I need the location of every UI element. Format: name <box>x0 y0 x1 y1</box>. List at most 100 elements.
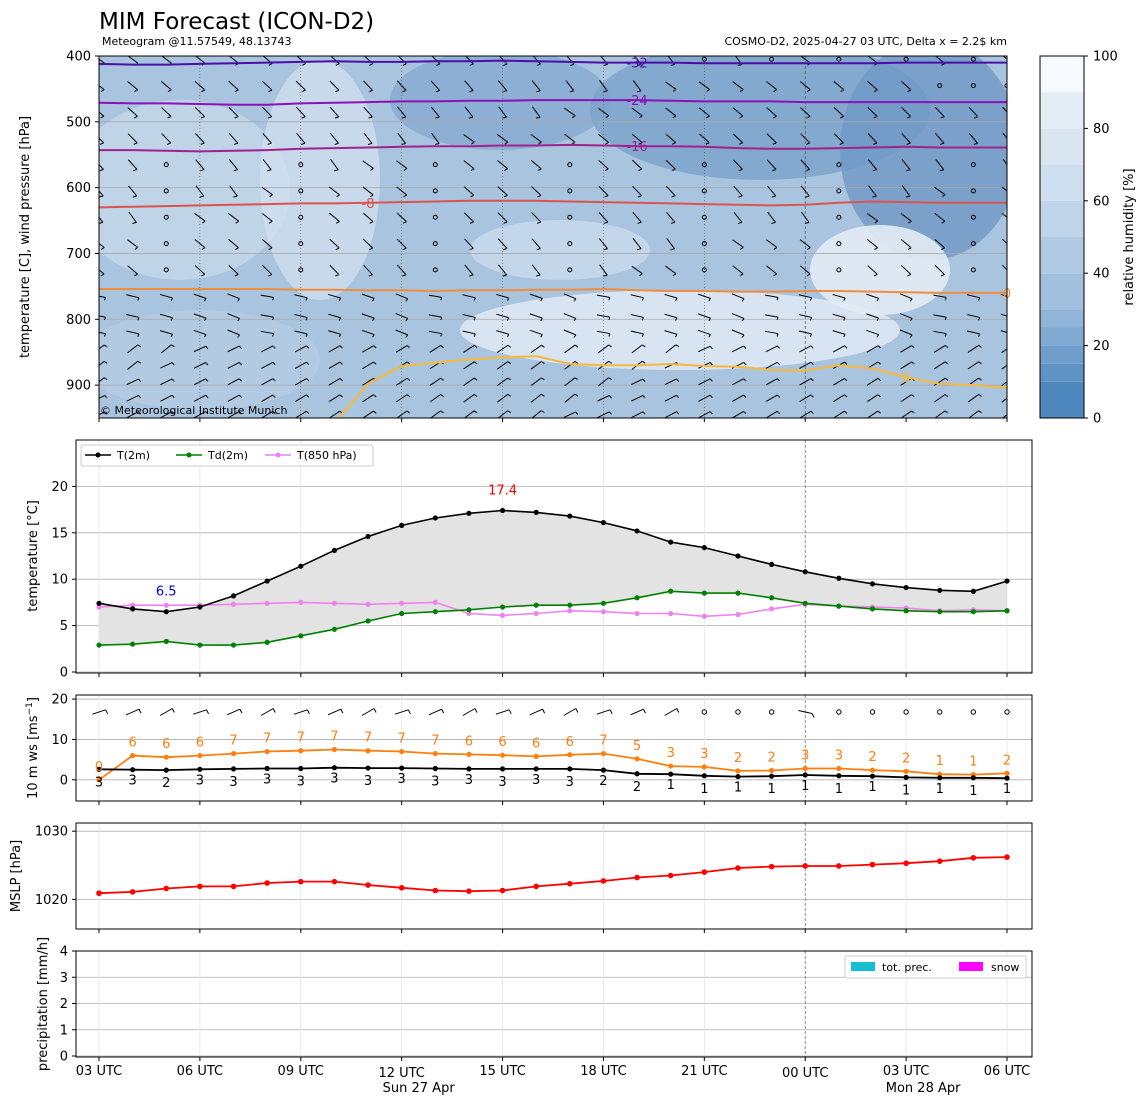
t850-point <box>163 602 169 608</box>
wind-barb-flag <box>203 317 207 322</box>
wind-barb-flag <box>978 410 982 414</box>
calm-10m-wind-marker <box>768 709 775 715</box>
wind-barb-flag <box>104 316 106 321</box>
wind-speed-point <box>668 771 674 777</box>
wind-barb <box>631 133 643 143</box>
isotherm-line <box>99 199 1007 209</box>
wind-barb <box>99 395 106 399</box>
calm-wind-marker <box>701 162 707 168</box>
t2m-point <box>230 593 237 599</box>
wind-barb <box>228 80 239 91</box>
wind-barb <box>665 159 676 170</box>
legend-t2m-marker <box>95 452 101 458</box>
wind-barb-flag <box>638 115 643 119</box>
wind-barb-flag <box>675 344 680 348</box>
calm-wind-marker <box>432 241 438 247</box>
wind-barb-flag <box>708 298 711 302</box>
mslp-point <box>163 885 170 892</box>
wind-speed-value-label: 3 <box>431 775 439 790</box>
wind-barb-flag <box>941 247 945 251</box>
wind-barb-flag <box>608 297 611 301</box>
wind-barb <box>159 313 173 319</box>
wind-barb <box>530 344 542 354</box>
wind-barb-flag <box>373 345 377 349</box>
mslp-point <box>264 880 270 886</box>
gust-value-label: 3 <box>667 746 675 761</box>
wind-barb-flag <box>440 410 444 414</box>
wind-barb <box>934 238 945 249</box>
wind-barb-10m <box>596 709 611 715</box>
wind-barb-flag <box>335 247 340 251</box>
colorbar-band <box>1040 92 1084 129</box>
wind-barb-flag <box>507 393 512 397</box>
wind-speed-value-label: 3 <box>297 775 305 790</box>
precipitation-panel: 0 1 2 3 4 precipitation [mm/h] tot. prec. sn… <box>36 937 1033 1071</box>
wind-barb-10m-flag <box>643 708 646 714</box>
wind-barb-flag <box>771 195 776 198</box>
wind-barb-flag <box>369 63 374 66</box>
t2m-point <box>399 522 405 528</box>
wind-barb <box>799 345 812 353</box>
wind-barb <box>597 395 610 402</box>
wind-barb <box>698 293 711 299</box>
wind-barb-10m-flag <box>811 713 815 718</box>
calm-wind-marker <box>970 214 976 220</box>
wind-barb-flag <box>201 89 206 93</box>
wind-barb <box>665 185 676 197</box>
wind-barb-flag <box>171 344 175 348</box>
wind-barb <box>1000 313 1007 317</box>
wind-barb-flag <box>603 274 608 277</box>
wind-barb <box>731 293 745 300</box>
wind-barb <box>429 410 441 418</box>
chart-title: MIM Forecast (ICON-D2) <box>99 9 374 35</box>
wind-barb <box>698 394 711 402</box>
wind-barb-flag <box>908 220 912 224</box>
wind-barb-flag <box>468 116 474 119</box>
calm-wind-marker <box>298 188 304 194</box>
wind-barb <box>732 239 744 248</box>
isotherm-label: -8 <box>362 197 375 212</box>
wind-barb <box>161 56 172 64</box>
gust-point <box>802 765 808 772</box>
wind-barb-flag <box>708 317 711 322</box>
t850-point <box>365 601 371 607</box>
t2m-point <box>634 528 640 534</box>
wind-barb-10m <box>293 709 308 715</box>
wind-barb-flag <box>268 220 273 224</box>
wind-barb-flag <box>199 195 204 198</box>
wind-barb-flag <box>537 168 542 172</box>
y-tick-label: 1030 <box>35 825 68 840</box>
gust-value-label: 7 <box>263 732 271 747</box>
gust-value-label: 6 <box>128 736 136 751</box>
wind-barb-flag <box>134 273 138 277</box>
td2m-point <box>399 610 405 617</box>
wind-barb-flag <box>941 220 946 224</box>
t850-point <box>768 606 775 612</box>
t2m-point <box>163 609 169 615</box>
wind-barb <box>1001 186 1007 192</box>
mslp-point <box>768 863 775 870</box>
wind-barb-flag <box>670 63 675 66</box>
calm-wind-marker <box>836 162 842 168</box>
wind-barb-flag <box>132 222 137 224</box>
wind-barb <box>194 107 205 117</box>
wind-barb <box>296 132 306 144</box>
wind-barb-flag <box>436 63 441 66</box>
wind-ylabel: 10 m ws [ms−1] <box>25 697 41 799</box>
wind-barb <box>362 160 374 169</box>
wind-barb-flag <box>709 394 713 398</box>
wind-barb-flag <box>944 377 949 381</box>
gust-line <box>98 748 1008 781</box>
wind-barb-flag <box>470 168 475 171</box>
wind-barb <box>194 239 206 249</box>
isotherm-label: -24 <box>626 94 647 109</box>
wind-barb <box>531 410 542 418</box>
wind-barb <box>632 212 642 223</box>
wind-barb-flag <box>469 247 474 251</box>
wind-barb <box>766 107 777 117</box>
wind-barb <box>631 394 644 402</box>
wind-barb-flag <box>104 395 108 399</box>
wind-barb <box>127 81 138 91</box>
t850-point <box>499 612 506 618</box>
wind-barb-flag <box>503 247 508 251</box>
